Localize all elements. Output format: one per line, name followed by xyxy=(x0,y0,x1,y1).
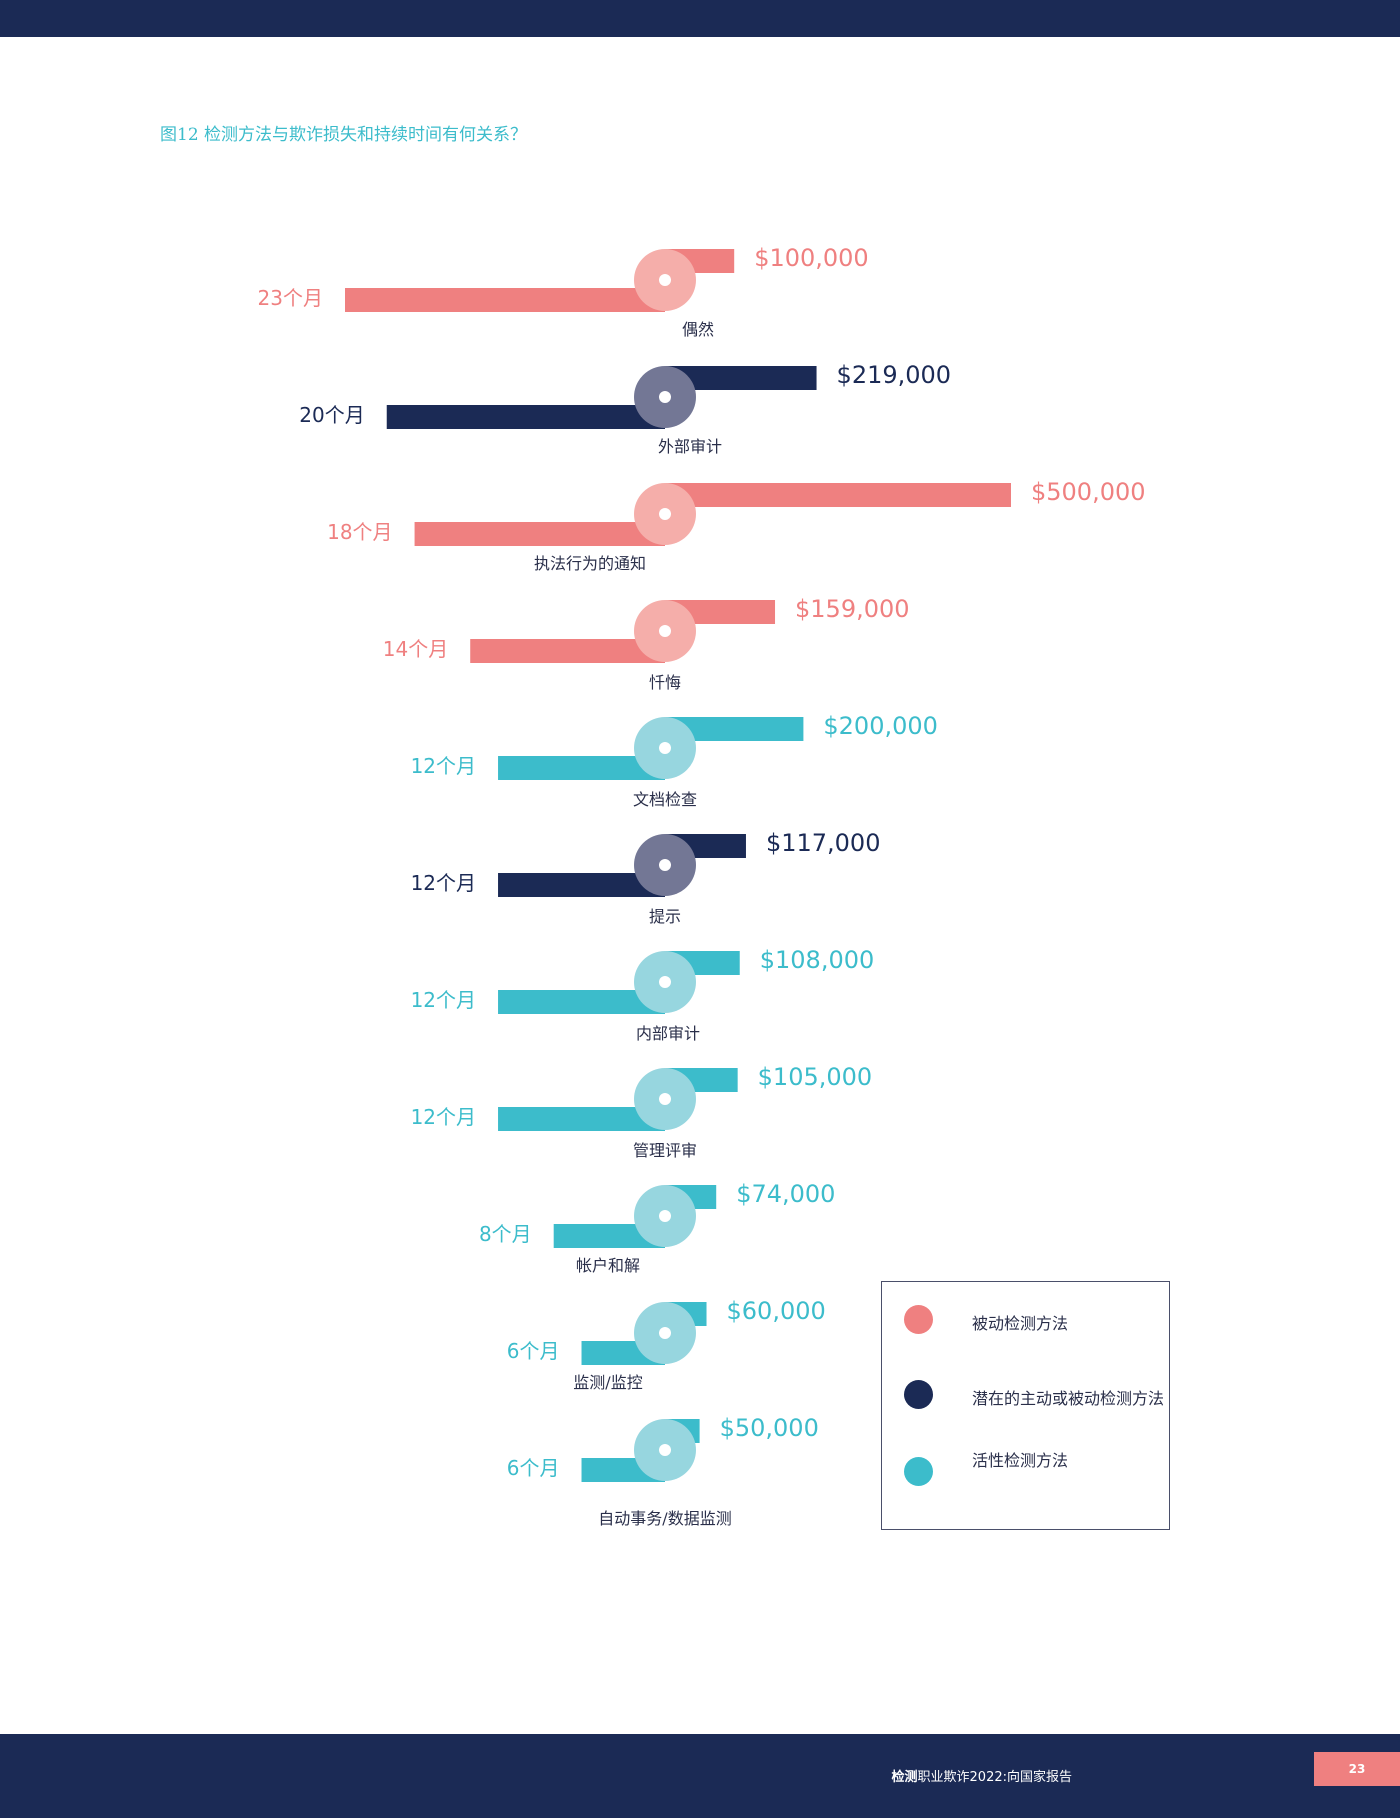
method-circle-hole xyxy=(659,1444,671,1456)
duration-label: 12个月 xyxy=(411,988,476,1012)
footer-text: 检测职业欺诈2022:向国家报告 xyxy=(892,1766,1072,1785)
category-label: 外部审计 xyxy=(658,437,722,456)
method-circle-hole xyxy=(659,1210,671,1222)
footer-text-rest: 职业欺诈2022:向国家报告 xyxy=(917,1770,1072,1785)
page-number: 23 xyxy=(1314,1752,1400,1786)
method-circle-hole xyxy=(659,508,671,520)
loss-label: $100,000 xyxy=(754,244,869,272)
duration-label: 6个月 xyxy=(507,1456,560,1480)
duration-label: 6个月 xyxy=(507,1339,560,1363)
method-circle-hole xyxy=(659,391,671,403)
figure-title: 图12 检测方法与欺诈损失和持续时间有何关系？ xyxy=(160,125,528,145)
loss-label: $200,000 xyxy=(823,712,938,740)
category-label: 监测/监控 xyxy=(573,1373,642,1392)
method-circle-hole xyxy=(659,742,671,754)
category-label: 文档检查 xyxy=(633,790,697,809)
loss-label: $117,000 xyxy=(766,829,881,857)
loss-label: $219,000 xyxy=(837,361,952,389)
method-circle-hole xyxy=(659,1093,671,1105)
category-label: 执法行为的通知 xyxy=(534,554,646,573)
loss-label: $74,000 xyxy=(736,1180,835,1208)
method-circle-hole xyxy=(659,859,671,871)
legend-label-potential: 潜在的主动或被动检测方法 xyxy=(972,1389,1165,1408)
top-bar xyxy=(0,0,1400,37)
duration-label: 12个月 xyxy=(411,754,476,778)
duration-label: 8个月 xyxy=(479,1222,532,1246)
loss-label: $105,000 xyxy=(758,1063,873,1091)
duration-bar xyxy=(345,288,665,312)
legend-item-passive: 被动检测方法 xyxy=(904,1302,1169,1336)
duration-bar xyxy=(386,405,665,429)
duration-label: 20个月 xyxy=(299,403,364,427)
loss-label: $159,000 xyxy=(795,595,910,623)
category-label: 自动事务/数据监测 xyxy=(598,1509,731,1528)
duration-label: 12个月 xyxy=(411,1105,476,1129)
category-label: 忏悔 xyxy=(649,673,681,692)
legend-item-active: 活性检测方法 xyxy=(904,1447,1169,1486)
legend-item-potential: 潜在的主动或被动检测方法 xyxy=(904,1377,1169,1411)
method-circle-hole xyxy=(659,625,671,637)
method-circle-hole xyxy=(659,274,671,286)
legend-label-passive: 被动检测方法 xyxy=(972,1314,1069,1333)
category-label: 管理评审 xyxy=(633,1141,697,1160)
duration-label: 12个月 xyxy=(411,871,476,895)
legend-label-active: 活性检测方法 xyxy=(972,1451,1069,1470)
category-label: 提示 xyxy=(649,907,681,926)
category-label: 偶然 xyxy=(682,320,714,339)
duration-bar xyxy=(470,639,665,663)
duration-label: 18个月 xyxy=(327,520,392,544)
footer-text-bold: 检测 xyxy=(891,1770,918,1785)
footer: 检测职业欺诈2022:向国家报告 xyxy=(0,1734,1400,1818)
category-label: 内部审计 xyxy=(636,1024,700,1043)
loss-label: $60,000 xyxy=(727,1297,826,1325)
legend-dot-active xyxy=(904,1457,933,1486)
legend-dot-potential xyxy=(904,1380,933,1409)
legend: 被动检测方法 潜在的主动或被动检测方法 活性检测方法 xyxy=(881,1281,1170,1530)
category-label: 帐户和解 xyxy=(576,1256,640,1275)
duration-label: 14个月 xyxy=(383,637,448,661)
method-circle-hole xyxy=(659,976,671,988)
duration-label: 23个月 xyxy=(258,286,323,310)
loss-label: $108,000 xyxy=(760,946,875,974)
loss-label: $500,000 xyxy=(1031,478,1146,506)
loss-bar xyxy=(665,483,1011,507)
legend-dot-passive xyxy=(904,1305,933,1334)
loss-label: $50,000 xyxy=(720,1414,819,1442)
duration-bar xyxy=(414,522,665,546)
method-circle-hole xyxy=(659,1327,671,1339)
